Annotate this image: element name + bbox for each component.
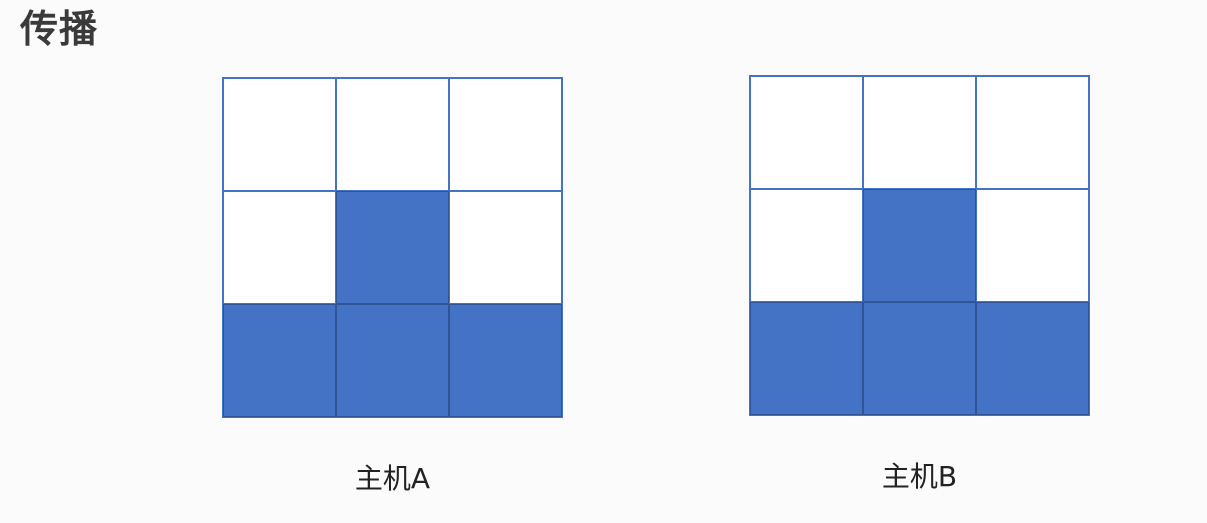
host-a-cell [223, 78, 336, 191]
host-b-cell [750, 189, 863, 302]
host-b-diagram: 主机B [749, 75, 1090, 493]
host-b-grid [749, 75, 1090, 416]
host-a-cell [223, 304, 336, 417]
host-a-diagram: 主机A [222, 77, 563, 495]
host-b-cell [863, 302, 976, 415]
host-a-cell [449, 191, 562, 304]
slide-title: 传播 [20, 7, 99, 51]
host-b-cell [863, 76, 976, 189]
host-a-cell [336, 78, 449, 191]
host-a-cell [223, 191, 336, 304]
host-b-cell [976, 302, 1089, 415]
host-a-grid [222, 77, 563, 418]
host-a-cell [449, 304, 562, 417]
host-b-cell [750, 76, 863, 189]
host-a-cell [336, 304, 449, 417]
host-b-cell [976, 189, 1089, 302]
host-b-cell [750, 302, 863, 415]
host-b-cell [976, 76, 1089, 189]
host-b-label: 主机B [881, 460, 958, 493]
host-b-cell [863, 189, 976, 302]
host-a-cell [449, 78, 562, 191]
host-a-label: 主机A [354, 462, 431, 495]
host-a-cell [336, 191, 449, 304]
